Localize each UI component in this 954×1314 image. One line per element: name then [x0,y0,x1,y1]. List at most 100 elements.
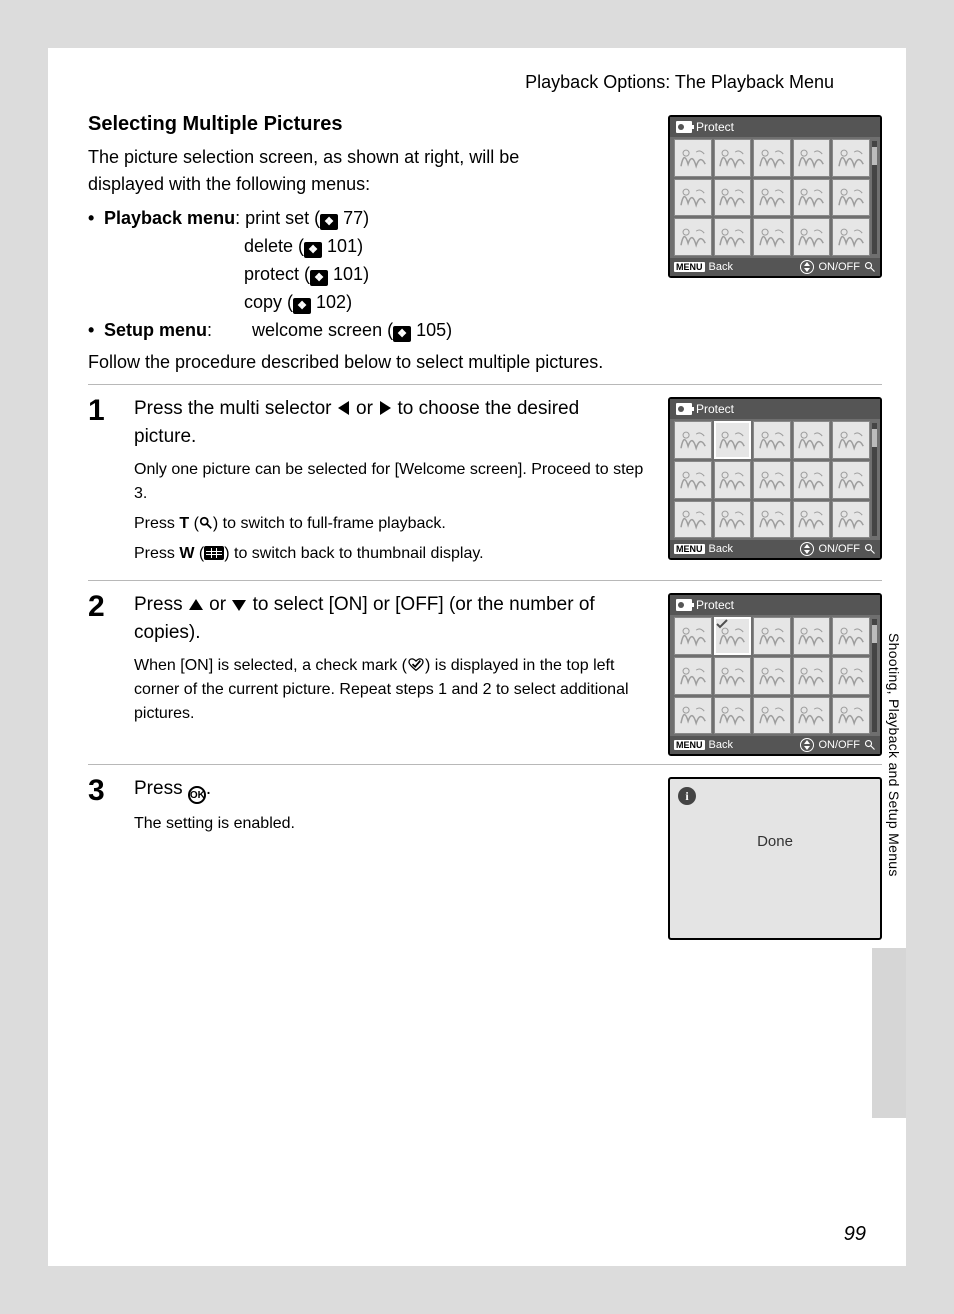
thumbnail [674,218,712,256]
bullet-playback-menu: • Playback menu: print set (❖ 77) [88,204,646,233]
step-sub: Only one picture can be selected for [We… [134,458,644,506]
step-sub: The setting is enabled. [134,812,644,836]
thumbnail [753,617,791,655]
thumbnail [793,139,831,177]
key-icon [676,403,692,415]
step-title: Press OK. [134,775,644,804]
thumbnail [793,657,831,695]
left-arrow-icon [337,400,351,416]
thumbnail [714,139,752,177]
cam-scrollbar [872,619,877,732]
magnify-icon [864,739,876,751]
thumbnail [753,421,791,459]
camera-screen-protect-2: Protect MENU Back ON/OFF [668,397,882,560]
thumbnail [793,421,831,459]
cam-scrollbar [872,141,877,254]
camera-screen-protect-3: Protect MENU Back ON/OFF [668,593,882,756]
down-arrow-icon [231,598,247,612]
thumbnail [674,501,712,539]
thumbnail [793,218,831,256]
camera-screen-done: i Done [668,777,882,940]
thumbnail [674,657,712,695]
intro-row: Selecting Multiple Pictures The picture … [88,113,882,345]
reference-icon: ❖ [310,270,328,286]
ok-button-icon: OK [188,786,206,804]
thumbnail [753,697,791,735]
step-sub: Press W () to switch back to thumbnail d… [134,542,644,566]
thumbnail [832,617,870,655]
step-sub: Press T () to switch to full-frame playb… [134,512,644,536]
bullet-label: Playback menu [104,208,235,228]
thumbnail [793,501,831,539]
key-icon [676,121,692,133]
cam-thumb-grid [674,617,870,734]
thumbnail [714,461,752,499]
check-heart-icon [407,658,425,672]
updown-icon [800,542,814,556]
thumbnail [714,501,752,539]
reference-icon: ❖ [393,326,411,342]
thumbnail [674,617,712,655]
side-tab [872,948,906,1118]
thumbnail [714,697,752,735]
divider [88,580,882,581]
thumbnail [832,697,870,735]
thumbnail [832,218,870,256]
step-title: Press the multi selector or to choose th… [134,395,644,450]
thumbnail [674,461,712,499]
thumbnail [793,617,831,655]
magnify-icon [864,261,876,273]
follow-text: Follow the procedure described below to … [88,349,882,376]
camera-screen-protect-1: Protect MENU Back ON/OFF [668,115,882,278]
thumbnail [674,139,712,177]
bullet-subitem: copy (❖ 102) [88,289,646,317]
reference-icon: ❖ [320,214,338,230]
thumbnail [832,501,870,539]
step-1: 1 Press the multi selector or to choose … [88,395,882,572]
step-number: 2 [88,591,118,756]
thumbnail [832,657,870,695]
step-3: 3 Press OK. The setting is enabled. i Do… [88,775,882,940]
info-icon: i [678,787,696,805]
cam-footer: MENU Back ON/OFF [670,258,880,276]
page-number: 99 [844,1223,866,1246]
updown-icon [800,260,814,274]
onoff-label: ON/OFF [818,261,860,273]
thumbnail-grid-icon [204,546,224,560]
thumbnail [793,179,831,217]
divider [88,384,882,385]
menu-badge: MENU [674,262,705,272]
step-2: 2 Press or to select [ON] or [OFF] (or t… [88,591,882,756]
magnify-icon [199,516,213,530]
reference-icon: ❖ [293,298,311,314]
bullet-subitem: protect (❖ 101) [88,261,646,289]
back-label: Back [709,261,733,273]
thumbnail [753,179,791,217]
bullet-list: • Playback menu: print set (❖ 77) delete… [88,204,646,345]
thumbnail [714,179,752,217]
thumbnail [753,657,791,695]
page-header-title: Playback Options: The Playback Menu [88,64,882,113]
step-number: 1 [88,395,118,572]
bullet-setup-menu: • Setup menu: welcome screen (❖ 105) [88,316,646,345]
step-title: Press or to select [ON] or [OFF] (or the… [134,591,644,646]
section-heading: Selecting Multiple Pictures [88,113,646,136]
thumbnail [832,139,870,177]
thumbnail [714,657,752,695]
thumbnail [674,697,712,735]
right-arrow-icon [378,400,392,416]
thumbnail [714,421,752,459]
cam-thumb-grid [674,421,870,538]
thumbnail [714,218,752,256]
thumbnail [753,139,791,177]
reference-icon: ❖ [304,242,322,258]
step-sub: When [ON] is selected, a check mark () i… [134,654,644,726]
thumbnail [793,461,831,499]
thumbnail [832,179,870,217]
divider [88,764,882,765]
bullet-label: Setup menu [104,320,207,340]
bullet-subitem: delete (❖ 101) [88,233,646,261]
cam-header: Protect [670,117,880,137]
thumbnail [674,421,712,459]
cam-thumb-grid [674,139,870,256]
